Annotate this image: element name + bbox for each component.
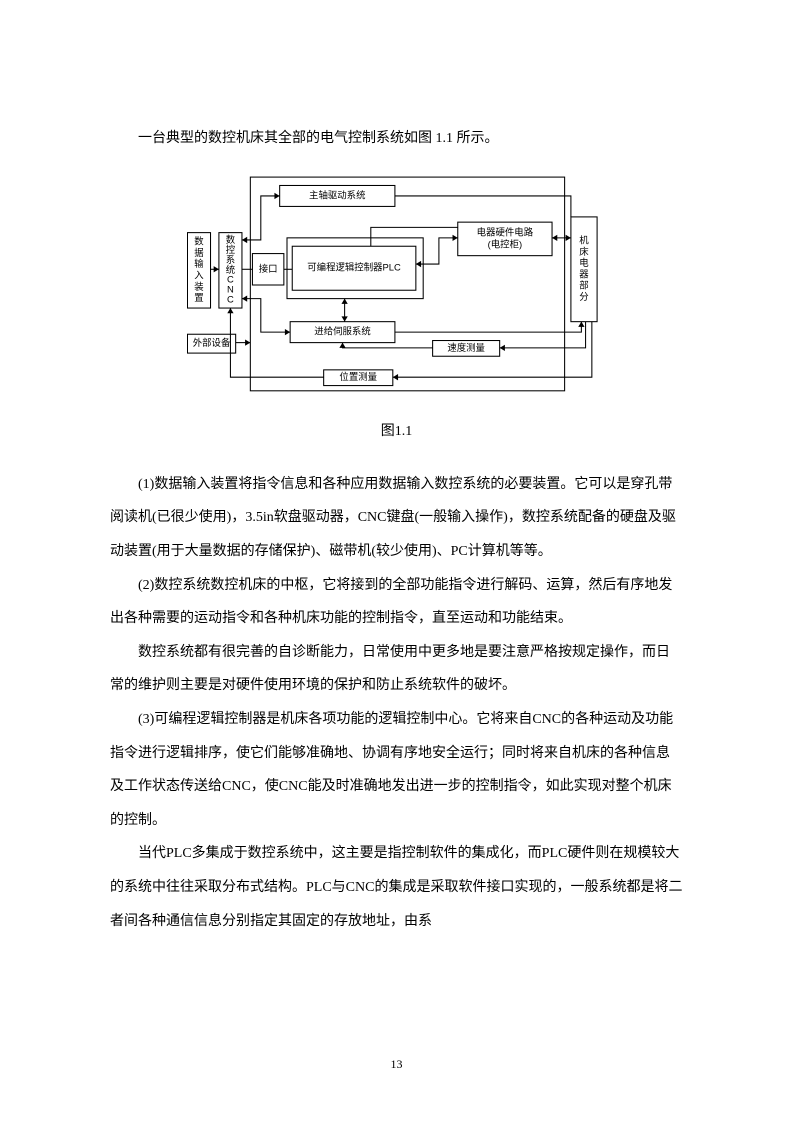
svg-text:外部设备: 外部设备 (192, 337, 230, 348)
svg-text:据: 据 (194, 247, 203, 258)
svg-text:主轴驱动系统: 主轴驱动系统 (309, 189, 365, 200)
paragraph-4: (3)可编程逻辑控制器是机床各项功能的逻辑控制中心。它将来自CNC的各种运动及功… (110, 703, 683, 837)
page-number: 13 (0, 1057, 793, 1072)
intro-text: 一台典型的数控机床其全部的电气控制系统如图 1.1 所示。 (110, 124, 683, 155)
paragraph-3: 数控系统都有很完善的自诊断能力，日常使用中更多地是要注意严格按规定操作，而日常的… (110, 636, 683, 703)
paragraph-1: (1)数据输入装置将指令信息和各种应用数据输入数控系统的必要装置。它可以是穿孔带… (110, 468, 683, 569)
paragraph-5: 当代PLC多集成于数控系统中，这主要是指控制软件的集成化，而PLC硬件则在规模较… (110, 837, 683, 938)
figure-1-1: 数据输入装置数控系统CNC外部设备主轴驱动系统接口可编程逻辑控制器PLC电器硬件… (187, 175, 607, 395)
svg-text:输: 输 (194, 258, 204, 269)
svg-text:进给伺服系统: 进给伺服系统 (314, 325, 370, 336)
svg-text:装: 装 (194, 281, 204, 292)
svg-text:速度测量: 速度测量 (447, 342, 485, 353)
svg-text:位置测量: 位置测量 (339, 371, 377, 382)
figure-caption: 图1.1 (110, 420, 683, 440)
body-text: (1)数据输入装置将指令信息和各种应用数据输入数控系统的必要装置。它可以是穿孔带… (110, 468, 683, 938)
svg-text:(电控柜): (电控柜) (487, 238, 521, 249)
svg-text:C: C (227, 293, 234, 304)
svg-text:数: 数 (194, 235, 204, 246)
svg-text:接口: 接口 (258, 263, 277, 274)
paragraph-2: (2)数控系统数控机床的中枢，它将接到的全部功能指令进行解码、运算，然后有序地发… (110, 569, 683, 636)
svg-text:器: 器 (579, 268, 589, 279)
svg-text:分: 分 (579, 291, 589, 302)
svg-text:置: 置 (194, 292, 203, 303)
svg-text:入: 入 (194, 269, 204, 280)
svg-text:部: 部 (579, 280, 588, 291)
svg-text:电器硬件电路: 电器硬件电路 (476, 226, 533, 237)
svg-text:机: 机 (579, 234, 589, 245)
svg-text:可编程逻辑控制器PLC: 可编程逻辑控制器PLC (307, 262, 401, 273)
svg-text:床: 床 (579, 246, 589, 257)
svg-text:电: 电 (579, 257, 589, 268)
